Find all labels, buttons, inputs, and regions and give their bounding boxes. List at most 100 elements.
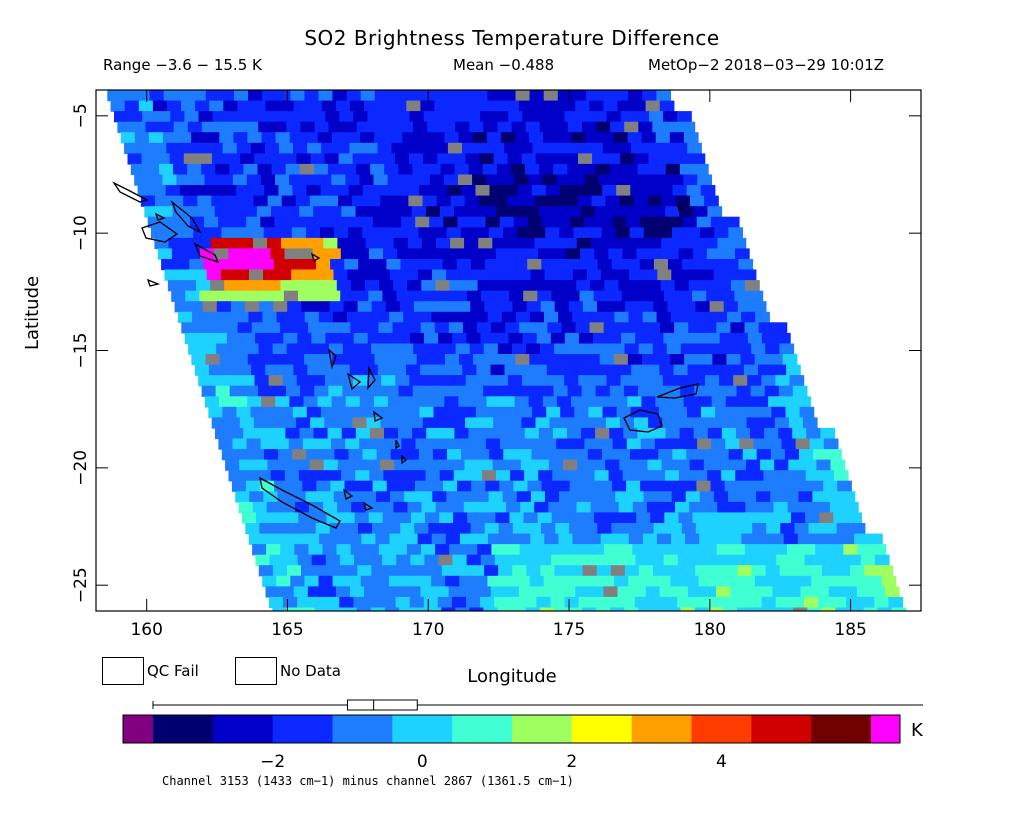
heatmap-cell	[410, 290, 426, 302]
heatmap-cell	[159, 121, 175, 133]
heatmap-cell	[766, 480, 782, 492]
heatmap-cell	[470, 301, 485, 313]
heatmap-cell	[362, 227, 377, 239]
heatmap-cell	[772, 364, 787, 376]
heatmap-cell	[370, 121, 386, 133]
heatmap-cell	[867, 575, 883, 587]
heatmap-cell	[764, 385, 780, 397]
heatmap-cell	[755, 311, 770, 323]
heatmap-cell	[312, 248, 328, 260]
heatmap-cell	[528, 438, 543, 450]
heatmap-cell	[696, 480, 712, 492]
heatmap-cell	[557, 354, 573, 366]
heatmap-cell	[249, 449, 265, 461]
heatmap-cell	[586, 575, 601, 587]
heatmap-cell	[492, 237, 507, 250]
heatmap-cell	[444, 354, 460, 366]
heatmap-cell	[674, 544, 690, 556]
heatmap-cell	[636, 470, 652, 482]
heatmap-cell	[585, 396, 600, 408]
heatmap-cell	[509, 512, 525, 524]
heatmap-cell	[331, 438, 346, 450]
heatmap-cell	[611, 523, 627, 535]
heatmap-cell	[380, 195, 395, 207]
heatmap-cell	[556, 174, 572, 186]
heatmap-cell	[864, 565, 879, 577]
heatmap-cell	[773, 544, 788, 556]
heatmap-cell	[571, 396, 586, 408]
heatmap-cell	[548, 459, 564, 471]
heatmap-cell	[597, 480, 613, 492]
heatmap-cell	[595, 427, 610, 440]
heatmap-cell	[662, 375, 678, 387]
heatmap-cell	[789, 596, 805, 609]
heatmap-cell	[398, 427, 413, 440]
heatmap-cell	[617, 586, 633, 598]
heatmap-cell	[190, 174, 206, 186]
heatmap-cell	[590, 501, 606, 514]
heatmap-cell	[373, 396, 389, 408]
heatmap-cell	[408, 459, 423, 471]
heatmap-cell	[797, 618, 812, 629]
heatmap-cell	[395, 111, 411, 123]
heatmap-cell	[313, 206, 328, 218]
heatmap-cell	[271, 163, 287, 176]
heatmap-cell	[508, 111, 523, 123]
heatmap-cell	[679, 163, 695, 176]
heatmap-cell	[431, 575, 446, 587]
heatmap-cell	[315, 523, 331, 535]
heatmap-cell	[320, 227, 335, 239]
heatmap-cell	[359, 438, 374, 450]
heatmap-cell	[167, 280, 183, 292]
heatmap-cell	[566, 470, 582, 482]
heatmap-cell	[515, 575, 531, 587]
heatmap-cell	[589, 100, 604, 112]
heatmap-cell	[417, 575, 432, 587]
heatmap-cell	[675, 501, 690, 514]
heatmap-cell	[272, 565, 288, 577]
heatmap-cell	[269, 290, 285, 302]
heatmap-cell	[268, 375, 284, 387]
heatmap-cell	[557, 90, 573, 102]
heatmap-cell	[738, 480, 754, 492]
heatmap-cell	[336, 280, 352, 292]
heatmap-cell	[639, 523, 655, 535]
heatmap-cell	[794, 523, 810, 535]
heatmap-cell	[515, 618, 530, 629]
heatmap-cell	[654, 216, 670, 228]
heatmap-cell	[723, 565, 739, 577]
heatmap-cell	[285, 427, 301, 440]
heatmap-cell	[633, 459, 649, 471]
heatmap-cell	[249, 491, 264, 503]
heatmap-cell	[343, 301, 359, 313]
heatmap-cell	[435, 544, 450, 556]
heatmap-cell	[614, 311, 630, 323]
heatmap-cell	[340, 248, 356, 260]
heatmap-cell	[751, 343, 766, 355]
heatmap-cell	[552, 470, 567, 482]
heatmap-cell	[148, 132, 164, 144]
heatmap-cell	[651, 163, 667, 176]
heatmap-cell	[328, 121, 344, 133]
heatmap-cell	[220, 311, 235, 323]
heatmap-cell	[490, 364, 506, 376]
heatmap-cell	[690, 375, 706, 387]
heatmap-cell	[159, 163, 174, 176]
heatmap-cell	[618, 501, 634, 514]
heatmap-cell	[340, 290, 355, 302]
heatmap-cell	[279, 322, 295, 334]
heatmap-cell	[137, 185, 153, 197]
heatmap-cell	[535, 417, 551, 429]
heatmap-cell	[427, 565, 443, 577]
heatmap-cell	[463, 501, 479, 514]
heatmap-cell	[761, 375, 776, 387]
heatmap-cell	[318, 354, 333, 366]
heatmap-cell	[470, 523, 486, 535]
heatmap-cell	[341, 427, 357, 440]
heatmap-cell	[380, 459, 395, 471]
heatmap-cell	[379, 501, 395, 514]
heatmap-cell	[649, 554, 665, 566]
heatmap-cell	[418, 449, 434, 461]
heatmap-cell	[369, 206, 385, 218]
heatmap-cell	[351, 237, 367, 250]
